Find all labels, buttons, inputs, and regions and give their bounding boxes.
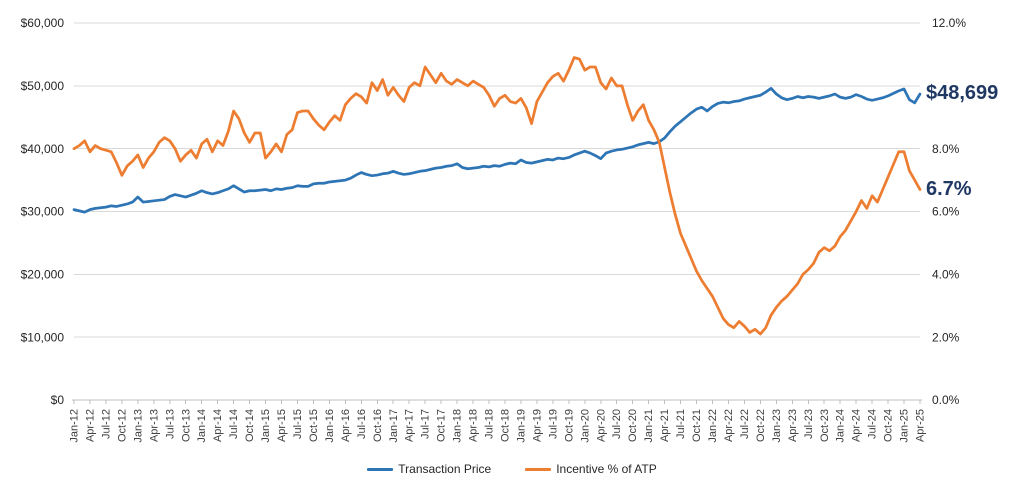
svg-text:Jan-25: Jan-25 bbox=[899, 409, 911, 443]
svg-text:Apr-25: Apr-25 bbox=[915, 409, 927, 442]
svg-text:Jul-19: Jul-19 bbox=[547, 409, 559, 439]
legend-label-incentive-pct: Incentive % of ATP bbox=[556, 462, 657, 476]
svg-text:$10,000: $10,000 bbox=[21, 330, 65, 344]
svg-text:$50,000: $50,000 bbox=[21, 79, 65, 93]
svg-text:Jan-21: Jan-21 bbox=[643, 409, 655, 443]
svg-text:Apr-20: Apr-20 bbox=[595, 409, 607, 442]
svg-text:$40,000: $40,000 bbox=[21, 142, 65, 156]
legend: Transaction Price Incentive % of ATP bbox=[0, 462, 1024, 476]
svg-text:$60,000: $60,000 bbox=[21, 16, 65, 30]
svg-text:Jan-17: Jan-17 bbox=[388, 409, 400, 443]
svg-text:Apr-18: Apr-18 bbox=[468, 409, 480, 442]
svg-text:Oct-15: Oct-15 bbox=[308, 409, 320, 442]
svg-text:Oct-21: Oct-21 bbox=[691, 409, 703, 442]
transaction-price-line-swatch bbox=[367, 467, 394, 471]
chart-canvas: $60,000 $50,000 $40,000 $30,000 $20,000 $10,0… bbox=[21, 16, 967, 443]
series-line-incentive-pct bbox=[72, 56, 922, 336]
svg-text:Apr-16: Apr-16 bbox=[340, 409, 352, 442]
svg-text:Jan-23: Jan-23 bbox=[771, 409, 783, 443]
svg-text:Jan-12: Jan-12 bbox=[69, 409, 81, 443]
svg-text:Oct-22: Oct-22 bbox=[755, 409, 767, 442]
svg-text:Jan-13: Jan-13 bbox=[132, 409, 144, 443]
svg-text:Jul-24: Jul-24 bbox=[867, 409, 879, 439]
svg-text:Apr-22: Apr-22 bbox=[723, 409, 735, 442]
svg-text:$20,000: $20,000 bbox=[21, 268, 65, 282]
series-line-transaction-price bbox=[72, 86, 922, 214]
gridlines bbox=[74, 22, 920, 401]
svg-text:12.0%: 12.0% bbox=[932, 16, 966, 30]
svg-text:Jan-16: Jan-16 bbox=[324, 409, 336, 443]
svg-text:Oct-17: Oct-17 bbox=[436, 409, 448, 442]
svg-text:6.0%: 6.0% bbox=[932, 205, 960, 219]
svg-text:Apr-19: Apr-19 bbox=[531, 409, 543, 442]
svg-text:4.0%: 4.0% bbox=[932, 268, 960, 282]
svg-text:Jan-24: Jan-24 bbox=[835, 409, 847, 443]
svg-text:Oct-23: Oct-23 bbox=[819, 409, 831, 442]
svg-text:Apr-21: Apr-21 bbox=[659, 409, 671, 442]
incentive-pct-data-label: 6.7% bbox=[926, 177, 972, 200]
svg-text:Oct-12: Oct-12 bbox=[116, 409, 128, 442]
svg-text:Jan-14: Jan-14 bbox=[196, 409, 208, 443]
svg-text:Jan-19: Jan-19 bbox=[515, 409, 527, 443]
svg-text:Jul-16: Jul-16 bbox=[356, 409, 368, 439]
svg-text:$0: $0 bbox=[51, 393, 65, 407]
svg-text:Jan-15: Jan-15 bbox=[260, 409, 272, 443]
x-axis: Jan-12 Apr-12 Jul-12 Oct-12 Jan-13 Apr-13 Jul-… bbox=[69, 399, 927, 443]
svg-text:Jul-22: Jul-22 bbox=[739, 409, 751, 439]
legend-item-incentive-pct: Incentive % of ATP bbox=[525, 462, 657, 476]
svg-text:0.0%: 0.0% bbox=[932, 393, 960, 407]
svg-text:Oct-14: Oct-14 bbox=[244, 409, 256, 442]
legend-label-transaction-price: Transaction Price bbox=[398, 462, 492, 476]
svg-text:Jul-23: Jul-23 bbox=[803, 409, 815, 439]
svg-text:Oct-13: Oct-13 bbox=[180, 409, 192, 442]
svg-text:Jul-21: Jul-21 bbox=[675, 409, 687, 439]
svg-text:Apr-12: Apr-12 bbox=[84, 409, 96, 442]
transaction-price-data-label: $48,699 bbox=[926, 82, 999, 104]
legend-item-transaction-price: Transaction Price bbox=[367, 462, 491, 476]
svg-text:2.0%: 2.0% bbox=[932, 330, 960, 344]
svg-text:Apr-24: Apr-24 bbox=[851, 409, 863, 442]
svg-text:Oct-18: Oct-18 bbox=[500, 409, 512, 442]
svg-text:Apr-23: Apr-23 bbox=[787, 409, 799, 442]
svg-text:Jul-14: Jul-14 bbox=[228, 409, 240, 439]
svg-text:Apr-14: Apr-14 bbox=[212, 409, 224, 442]
svg-text:Jan-22: Jan-22 bbox=[707, 409, 719, 443]
svg-text:Jul-18: Jul-18 bbox=[484, 409, 496, 439]
svg-text:Jan-18: Jan-18 bbox=[452, 409, 464, 443]
svg-text:$30,000: $30,000 bbox=[21, 205, 65, 219]
svg-text:Oct-19: Oct-19 bbox=[563, 409, 575, 442]
svg-text:Jul-17: Jul-17 bbox=[420, 409, 432, 439]
left-axis-labels: $60,000 $50,000 $40,000 $30,000 $20,000 $10,0… bbox=[21, 16, 65, 407]
svg-text:8.0%: 8.0% bbox=[932, 142, 960, 156]
svg-text:Jul-12: Jul-12 bbox=[100, 409, 112, 439]
right-axis-labels: 12.0% 8.0% 6.0% 4.0% 2.0% 0.0% bbox=[932, 16, 966, 407]
svg-text:Apr-17: Apr-17 bbox=[404, 409, 416, 442]
svg-text:Oct-20: Oct-20 bbox=[627, 409, 639, 442]
incentive-pct-line-swatch bbox=[525, 467, 552, 471]
svg-text:Jul-13: Jul-13 bbox=[164, 409, 176, 439]
svg-text:Oct-16: Oct-16 bbox=[372, 409, 384, 442]
svg-text:Jul-15: Jul-15 bbox=[292, 409, 304, 439]
svg-text:Jul-20: Jul-20 bbox=[611, 409, 623, 439]
svg-text:Jan-20: Jan-20 bbox=[579, 409, 591, 443]
svg-text:Oct-24: Oct-24 bbox=[883, 409, 895, 442]
svg-text:Apr-13: Apr-13 bbox=[148, 409, 160, 442]
svg-text:Apr-15: Apr-15 bbox=[276, 409, 288, 442]
